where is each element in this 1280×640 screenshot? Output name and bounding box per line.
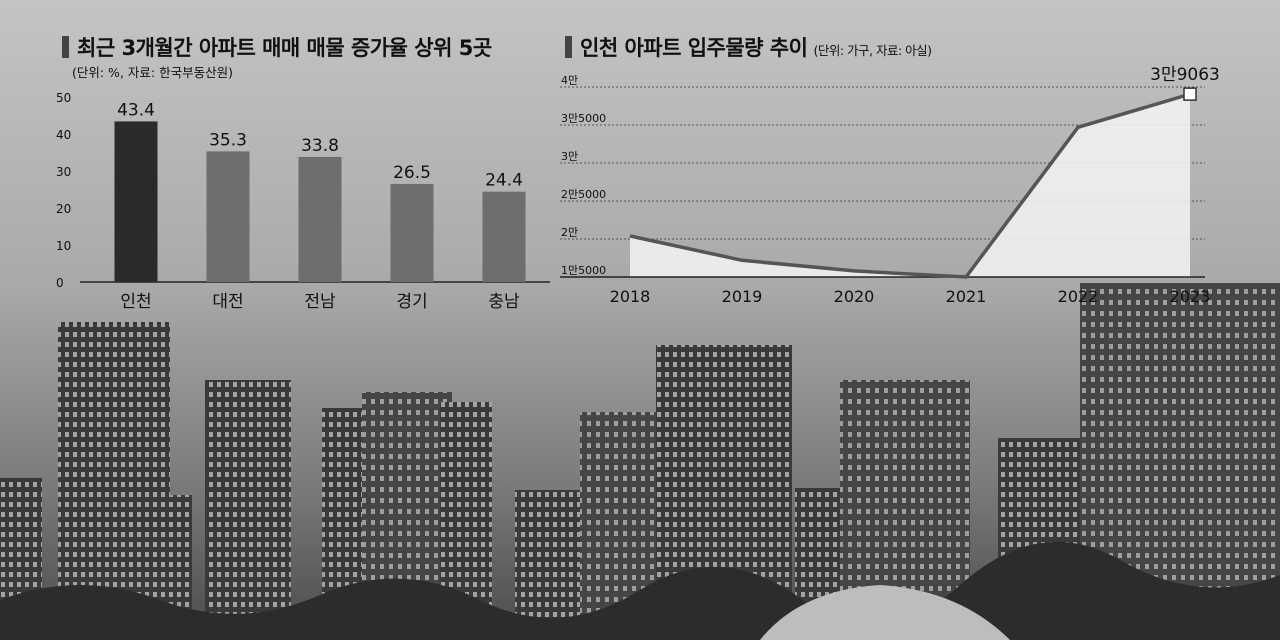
area-line-chart: 1만5000 2만 2만5000 3만 3만5000 4만 2018 2019 2020 2021… — [560, 65, 1220, 306]
x-tick-label: 2022 — [1058, 287, 1099, 306]
y-tick-label: 2만5000 — [561, 188, 606, 201]
y-tick-label: 3만5000 — [561, 112, 606, 125]
y-tick-label: 50 — [56, 91, 71, 105]
x-tick-label: 2018 — [610, 287, 651, 306]
right-chart-unit-note: (단위: 가구, 자료: 아실) — [813, 43, 932, 58]
bar — [114, 121, 158, 282]
annotation-label: 3만9063 — [1150, 65, 1220, 85]
last-point-marker — [1183, 87, 1197, 101]
y-tick-label: 10 — [56, 239, 71, 253]
bar — [390, 183, 434, 282]
category-label: 충남 — [488, 292, 520, 312]
right-chart-title: 인천 아파트 입주물량 추이 (단위: 가구, 자료: 아실) — [565, 32, 932, 62]
y-tick-label: 1만5000 — [561, 264, 606, 277]
y-tick-label: 20 — [56, 202, 71, 216]
bar — [482, 191, 526, 282]
data-label: 33.8 — [301, 136, 339, 156]
bar — [298, 156, 342, 282]
title-marker — [62, 36, 69, 58]
x-tick-label: 2021 — [946, 287, 987, 306]
left-chart-unit-note: (단위: %, 자료: 한국부동산원) — [72, 65, 233, 80]
y-tick-label: 30 — [56, 165, 71, 179]
bar — [206, 151, 250, 282]
data-label: 24.4 — [485, 171, 523, 191]
bar-chart: 0 10 20 30 40 50 43.4 인천 35.3 대전 33.8 전남 26.5 경기 24.4 충… — [56, 91, 550, 312]
category-label: 경기 — [396, 292, 427, 312]
data-label: 35.3 — [209, 130, 247, 150]
x-tick-label: 2020 — [834, 287, 875, 306]
y-tick-label: 0 — [56, 276, 64, 290]
left-chart-title: 최근 3개월간 아파트 매매 매물 증가율 상위 5곳 — [62, 32, 492, 62]
series-line — [629, 92, 1191, 279]
area-fill — [630, 94, 1190, 277]
right-chart-title-text: 인천 아파트 입주물량 추이 — [580, 36, 808, 60]
category-label: 전남 — [304, 292, 336, 312]
y-tick-label: 40 — [56, 128, 71, 142]
x-tick-label: 2019 — [722, 287, 763, 306]
title-marker — [565, 36, 572, 58]
data-label: 26.5 — [393, 163, 431, 183]
y-tick-label: 4만 — [561, 74, 578, 87]
y-tick-label: 2만 — [561, 226, 578, 239]
y-tick-label: 3만 — [561, 150, 578, 163]
category-label: 대전 — [212, 292, 243, 312]
category-label: 인천 — [120, 292, 151, 312]
left-chart-title-text: 최근 3개월간 아파트 매매 매물 증가율 상위 5곳 — [77, 36, 492, 60]
x-tick-label: 2023 — [1170, 287, 1211, 306]
data-label: 43.4 — [117, 100, 155, 120]
